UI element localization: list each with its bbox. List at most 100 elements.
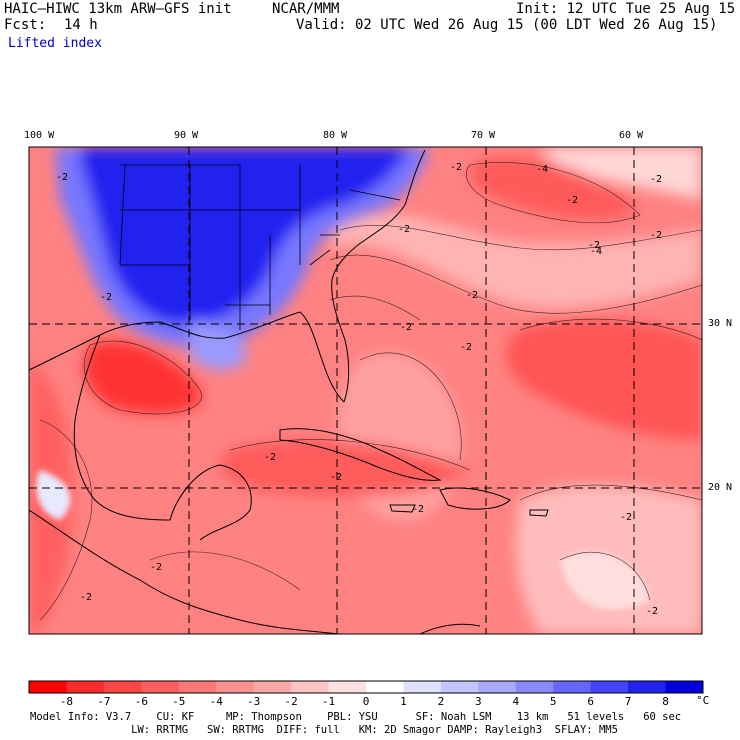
field-sw-white	[560, 552, 650, 610]
colorbar-swatch	[478, 681, 517, 693]
forecast-label: Fcst:	[4, 17, 47, 33]
contour-line-7	[519, 484, 702, 501]
colorbar-swatch	[590, 681, 629, 693]
field-atlantic-strong	[469, 157, 640, 220]
colorbar-tick-label: 1	[400, 695, 407, 708]
map-frame	[28, 146, 703, 635]
colorbar-tick-label: 0	[363, 695, 370, 708]
colorbar-swatch	[29, 681, 67, 693]
organization-label: NCAR/MMM	[272, 1, 340, 17]
contour-line-11	[559, 551, 651, 601]
contour-label: -2	[620, 512, 632, 523]
model-info-line-2: LW: RRTMG SW: RRTMG DIFF: full KM: 2D Sm…	[30, 724, 618, 736]
yucatan-outline	[169, 464, 252, 541]
contour-line-4	[83, 340, 202, 415]
field-northeast-light	[540, 147, 702, 200]
field-gulf-blue	[190, 320, 246, 370]
colorbar-swatch	[253, 681, 292, 693]
contour-label: -2	[588, 240, 600, 251]
contour-label: -2	[398, 224, 410, 235]
jamaica-outline	[389, 504, 416, 513]
lon-label-90w: 90 W	[174, 130, 199, 141]
contour-line-10	[149, 551, 301, 591]
colorbar-swatch	[216, 681, 255, 693]
contour-line-12	[329, 295, 421, 321]
contour-line-9	[39, 419, 93, 621]
lon-label-60w: 60 W	[619, 130, 644, 141]
contour-label: -2	[330, 472, 342, 483]
colorbar-swatch	[553, 681, 592, 693]
contour-line-3	[465, 162, 641, 224]
colorbar-tick-label: -8	[60, 695, 73, 708]
mexico-east-coast	[73, 334, 171, 521]
field-gulf-strong	[84, 341, 202, 414]
contour-label: -2	[80, 592, 92, 603]
contour-label: -4	[536, 164, 548, 175]
central-america-outline	[29, 509, 341, 634]
colorbar-swatch	[628, 681, 667, 693]
south-america-coast	[419, 623, 481, 634]
contour-label: -2	[400, 322, 412, 333]
lon-label-100w: 100 W	[24, 130, 55, 141]
colorbar-tick-label: 3	[475, 695, 482, 708]
colorbar-swatch	[515, 681, 554, 693]
init-time: Init: 12 UTC Tue 25 Aug 15	[516, 1, 736, 17]
contour-label: -2	[150, 562, 162, 573]
colorbar-tick-label: -2	[284, 695, 297, 708]
contour-label: -4	[590, 246, 602, 257]
contour-line-1	[329, 254, 702, 314]
contour-label: -2	[466, 290, 478, 301]
colorbar-swatch	[328, 681, 367, 693]
contour-label: -2	[450, 162, 462, 173]
lon-label-70w: 70 W	[471, 130, 496, 141]
field-name: Lifted index	[8, 36, 102, 51]
colorbar-swatch	[291, 681, 330, 693]
colorbar-swatch	[141, 681, 180, 693]
lon-label-80w: 80 W	[323, 130, 348, 141]
colorbar-tick-label: 5	[550, 695, 557, 708]
contour-label: -2	[566, 195, 578, 206]
contour-label: -2	[650, 230, 662, 241]
valid-time: Valid: 02 UTC Wed 26 Aug 15 (00 LDT Wed …	[296, 17, 718, 33]
forecast-hour: 14 h	[64, 17, 98, 33]
contour-label: -2	[100, 292, 112, 303]
colorbar-tick-label: -7	[97, 695, 110, 708]
field-atlantic-light	[330, 210, 702, 309]
colorbar-unit: °C	[696, 694, 709, 707]
colorbar-swatch	[103, 681, 142, 693]
colorbar-tick-label: 8	[662, 695, 669, 708]
contour-line-2	[339, 225, 702, 251]
colorbar-tick-label: -3	[247, 695, 260, 708]
model-info-line-1: Model Info: V3.7 CU: KF MP: Thompson PBL…	[30, 711, 682, 723]
colorbar-swatch	[440, 681, 479, 693]
florida-atlantic-coast	[331, 149, 426, 403]
colorbar-tick-label: 7	[625, 695, 632, 708]
lat-label-20n: 20 N	[708, 482, 733, 493]
colorbar-swatch	[178, 681, 217, 693]
colorbar-swatch	[665, 681, 704, 693]
colorbar-swatch	[66, 681, 105, 693]
colorbar-tick-label: 2	[438, 695, 445, 708]
field-us-blue-core	[80, 147, 410, 325]
state-borders	[119, 164, 401, 330]
colorbar-tick-label: -1	[322, 695, 335, 708]
colorbar-tick-label: -5	[172, 695, 185, 708]
contour-label: -2	[460, 342, 472, 353]
contour-label: -2	[56, 172, 68, 183]
colorbar-outline	[28, 680, 704, 694]
field-caribbean-strong	[220, 439, 470, 496]
colorbar-tick-label: 4	[512, 695, 519, 708]
contour-label: -2	[264, 452, 276, 463]
contour-line-8	[359, 352, 462, 461]
contour-label: -2	[412, 504, 424, 515]
lat-label-30n: 30 N	[708, 318, 733, 329]
colorbar-swatch	[366, 681, 404, 693]
colorbar-tick-label: -4	[210, 695, 224, 708]
field-east-strong	[506, 319, 702, 440]
puerto-rico-outline	[529, 509, 549, 517]
colorbar-tick-label: -6	[135, 695, 148, 708]
contour-label: -2	[650, 174, 662, 185]
model-title: HAIC–HIWC 13km ARW–GFS init	[4, 1, 232, 17]
cuba-outline	[279, 428, 442, 481]
